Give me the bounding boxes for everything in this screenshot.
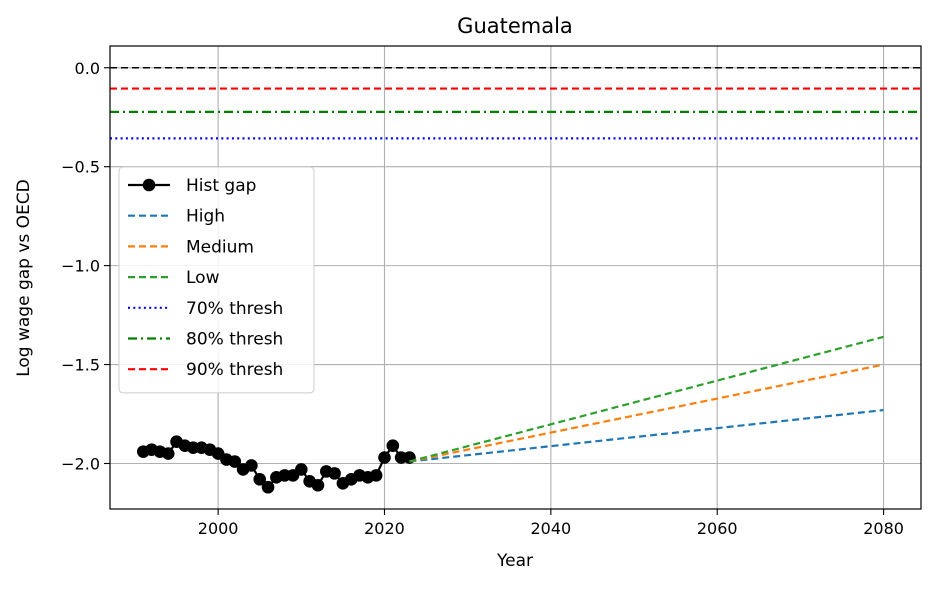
data-point: [369, 469, 383, 482]
x-tick-label: 2000: [198, 519, 239, 538]
y-tick-label: −1.0: [61, 257, 100, 276]
legend-label-low: Low: [186, 268, 220, 288]
series-line-medium: [409, 363, 884, 463]
data-point: [378, 451, 391, 464]
y-tick-label: 0.0: [75, 59, 100, 78]
series-layer: [110, 67, 921, 494]
legend-label-hist-gap: Hist gap: [186, 176, 256, 196]
chart-title: Guatemala: [457, 14, 573, 38]
x-axis-label: Year: [496, 551, 533, 571]
x-tick-label: 2040: [530, 519, 571, 538]
data-point: [328, 467, 341, 480]
y-tick-label: −1.5: [61, 356, 100, 375]
y-tick-label: −2.0: [61, 454, 100, 473]
data-point: [386, 439, 400, 452]
x-tick-label: 2060: [697, 519, 738, 538]
data-point: [295, 463, 308, 476]
legend-box: [118, 166, 315, 394]
legend-label-medium: Medium: [186, 237, 254, 257]
legend-label-70pct-thresh: 70% thresh: [186, 299, 283, 319]
y-tick-label: −0.5: [61, 158, 100, 177]
data-point: [311, 478, 325, 492]
data-point: [253, 473, 267, 486]
data-point: [245, 459, 258, 472]
data-point: [161, 447, 175, 460]
series-line-high: [409, 408, 884, 463]
legend-label-high: High: [186, 207, 225, 227]
legend-label-80pct-thresh: 80% thresh: [186, 330, 283, 350]
x-tick-label: 2020: [364, 519, 405, 538]
series-line-low: [409, 335, 884, 463]
legend-label-90pct-thresh: 90% thresh: [186, 360, 283, 380]
legend-marker-hist-gap: [142, 178, 156, 192]
y-axis-label: Log wage gap vs OECD: [14, 179, 34, 377]
x-tick-label: 2080: [863, 519, 904, 538]
legend: Hist gap High Medium Low 70% thresh 80% thres…: [118, 166, 315, 394]
data-point: [261, 480, 275, 494]
plot-frame: [109, 45, 922, 510]
tick-layer: 2000 2020 2040 2060 2080 0.0 −0.5 −1.0 −1.5 −2.0: [61, 59, 904, 538]
data-point: [228, 455, 242, 468]
